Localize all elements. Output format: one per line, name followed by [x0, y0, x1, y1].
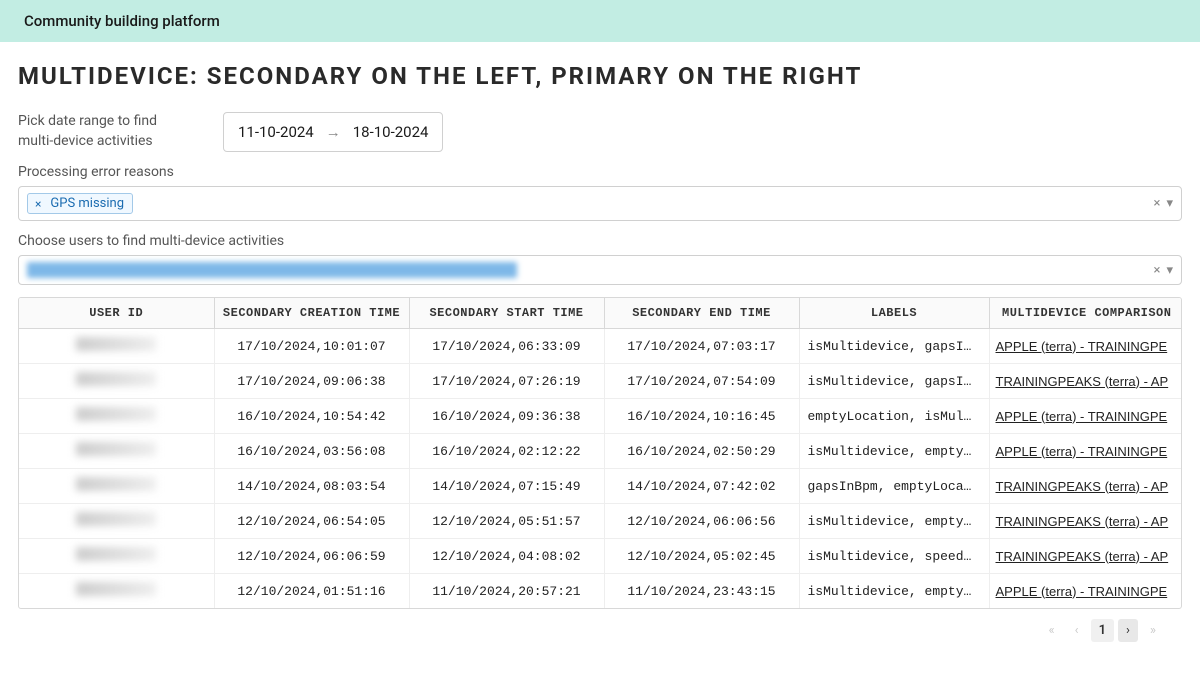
page-current[interactable]: 1: [1091, 619, 1114, 642]
col-start-time[interactable]: SECONDARY START TIME: [409, 298, 604, 329]
col-labels[interactable]: LABELS: [799, 298, 989, 329]
cell-creation: 12/10/2024,06:06:59: [214, 539, 409, 574]
cell-end: 12/10/2024,06:06:56: [604, 504, 799, 539]
close-icon[interactable]: ×: [32, 197, 44, 211]
cell-labels: isMultidevice, gapsI…: [799, 364, 989, 399]
cell-user-id: [19, 504, 214, 539]
chevron-down-icon[interactable]: ▾: [1166, 263, 1173, 278]
cell-creation: 16/10/2024,10:54:42: [214, 399, 409, 434]
cell-user-id: [19, 329, 214, 364]
table-row: 12/10/2024,06:06:5912/10/2024,04:08:0212…: [19, 539, 1182, 574]
filter-users-select[interactable]: × ▾: [18, 255, 1182, 285]
select-actions: × ▾: [1154, 263, 1173, 278]
cell-start: 17/10/2024,06:33:09: [409, 329, 604, 364]
cell-comparison-link[interactable]: TRAININGPEAKS (terra) - AP: [989, 504, 1182, 539]
cell-user-id: [19, 469, 214, 504]
cell-end: 11/10/2024,23:43:15: [604, 574, 799, 609]
cell-comparison-link[interactable]: APPLE (terra) - TRAININGPE: [989, 434, 1182, 469]
cell-start: 12/10/2024,04:08:02: [409, 539, 604, 574]
cell-user-id: [19, 574, 214, 609]
main-content: MULTIDEVICE: SECONDARY ON THE LEFT, PRIM…: [0, 42, 1200, 672]
col-comparison[interactable]: MULTIDEVICE COMPARISON: [989, 298, 1182, 329]
filter-users-label: Choose users to find multi-device activi…: [18, 233, 1182, 249]
table-row: 16/10/2024,03:56:0816/10/2024,02:12:2216…: [19, 434, 1182, 469]
chevron-down-icon[interactable]: ▾: [1166, 196, 1173, 211]
cell-labels: gapsInBpm, emptyLoca…: [799, 469, 989, 504]
page-next-button[interactable]: ›: [1118, 619, 1138, 642]
cell-labels: isMultidevice, empty…: [799, 504, 989, 539]
cell-comparison-link[interactable]: APPLE (terra) - TRAININGPE: [989, 574, 1182, 609]
date-range-label: Pick date range to find multi-device act…: [18, 112, 193, 151]
col-creation-time[interactable]: SECONDARY CREATION TIME: [214, 298, 409, 329]
date-controls: Pick date range to find multi-device act…: [18, 112, 1182, 152]
cell-comparison-link[interactable]: APPLE (terra) - TRAININGPE: [989, 399, 1182, 434]
cell-creation: 17/10/2024,10:01:07: [214, 329, 409, 364]
cell-start: 16/10/2024,02:12:22: [409, 434, 604, 469]
cell-creation: 12/10/2024,06:54:05: [214, 504, 409, 539]
cell-user-id: [19, 399, 214, 434]
cell-end: 16/10/2024,10:16:45: [604, 399, 799, 434]
filter-tag-label: GPS missing: [50, 196, 124, 211]
table-row: 17/10/2024,10:01:0717/10/2024,06:33:0917…: [19, 329, 1182, 364]
table-row: 17/10/2024,09:06:3817/10/2024,07:26:1917…: [19, 364, 1182, 399]
page-title: MULTIDEVICE: SECONDARY ON THE LEFT, PRIM…: [18, 62, 1182, 90]
cell-creation: 17/10/2024,09:06:38: [214, 364, 409, 399]
filter-errors-label: Processing error reasons: [18, 164, 1182, 180]
filter-tag-gps[interactable]: × GPS missing: [27, 193, 133, 214]
cell-end: 17/10/2024,07:54:09: [604, 364, 799, 399]
cell-user-id: [19, 434, 214, 469]
topbar: Community building platform: [0, 0, 1200, 42]
arrow-right-icon: →: [326, 123, 341, 141]
cell-user-id: [19, 539, 214, 574]
cell-end: 12/10/2024,05:02:45: [604, 539, 799, 574]
pagination: « ‹ 1 › »: [18, 609, 1182, 652]
col-end-time[interactable]: SECONDARY END TIME: [604, 298, 799, 329]
cell-start: 17/10/2024,07:26:19: [409, 364, 604, 399]
table-row: 12/10/2024,06:54:0512/10/2024,05:51:5712…: [19, 504, 1182, 539]
cell-end: 14/10/2024,07:42:02: [604, 469, 799, 504]
table-row: 14/10/2024,08:03:5414/10/2024,07:15:4914…: [19, 469, 1182, 504]
data-table: USER ID SECONDARY CREATION TIME SECONDAR…: [19, 298, 1182, 608]
table-row: 16/10/2024,10:54:4216/10/2024,09:36:3816…: [19, 399, 1182, 434]
cell-end: 16/10/2024,02:50:29: [604, 434, 799, 469]
page-first-button[interactable]: «: [1041, 619, 1063, 642]
page-last-button[interactable]: »: [1142, 619, 1164, 642]
cell-start: 12/10/2024,05:51:57: [409, 504, 604, 539]
cell-labels: isMultidevice, speed…: [799, 539, 989, 574]
filter-user-tag-redacted[interactable]: [27, 262, 517, 278]
cell-start: 16/10/2024,09:36:38: [409, 399, 604, 434]
col-user-id[interactable]: USER ID: [19, 298, 214, 329]
data-table-container: USER ID SECONDARY CREATION TIME SECONDAR…: [18, 297, 1182, 609]
page-prev-button[interactable]: ‹: [1067, 619, 1087, 642]
date-range-picker[interactable]: 11-10-2024 → 18-10-2024: [223, 112, 443, 152]
cell-creation: 14/10/2024,08:03:54: [214, 469, 409, 504]
cell-start: 14/10/2024,07:15:49: [409, 469, 604, 504]
clear-icon[interactable]: ×: [1154, 196, 1161, 211]
cell-labels: isMultidevice, gapsI…: [799, 329, 989, 364]
clear-icon[interactable]: ×: [1154, 263, 1161, 278]
cell-comparison-link[interactable]: TRAININGPEAKS (terra) - AP: [989, 539, 1182, 574]
cell-labels: emptyLocation, isMul…: [799, 399, 989, 434]
select-actions: × ▾: [1154, 196, 1173, 211]
cell-creation: 12/10/2024,01:51:16: [214, 574, 409, 609]
date-start: 11-10-2024: [238, 123, 314, 141]
cell-comparison-link[interactable]: TRAININGPEAKS (terra) - AP: [989, 469, 1182, 504]
topbar-title: Community building platform: [24, 12, 220, 30]
cell-user-id: [19, 364, 214, 399]
cell-end: 17/10/2024,07:03:17: [604, 329, 799, 364]
table-row: 12/10/2024,01:51:1611/10/2024,20:57:2111…: [19, 574, 1182, 609]
cell-comparison-link[interactable]: TRAININGPEAKS (terra) - AP: [989, 364, 1182, 399]
table-header-row: USER ID SECONDARY CREATION TIME SECONDAR…: [19, 298, 1182, 329]
date-end: 18-10-2024: [353, 123, 429, 141]
cell-start: 11/10/2024,20:57:21: [409, 574, 604, 609]
filter-errors-select[interactable]: × GPS missing × ▾: [18, 186, 1182, 221]
cell-comparison-link[interactable]: APPLE (terra) - TRAININGPE: [989, 329, 1182, 364]
cell-labels: isMultidevice, empty…: [799, 574, 989, 609]
cell-creation: 16/10/2024,03:56:08: [214, 434, 409, 469]
cell-labels: isMultidevice, empty…: [799, 434, 989, 469]
